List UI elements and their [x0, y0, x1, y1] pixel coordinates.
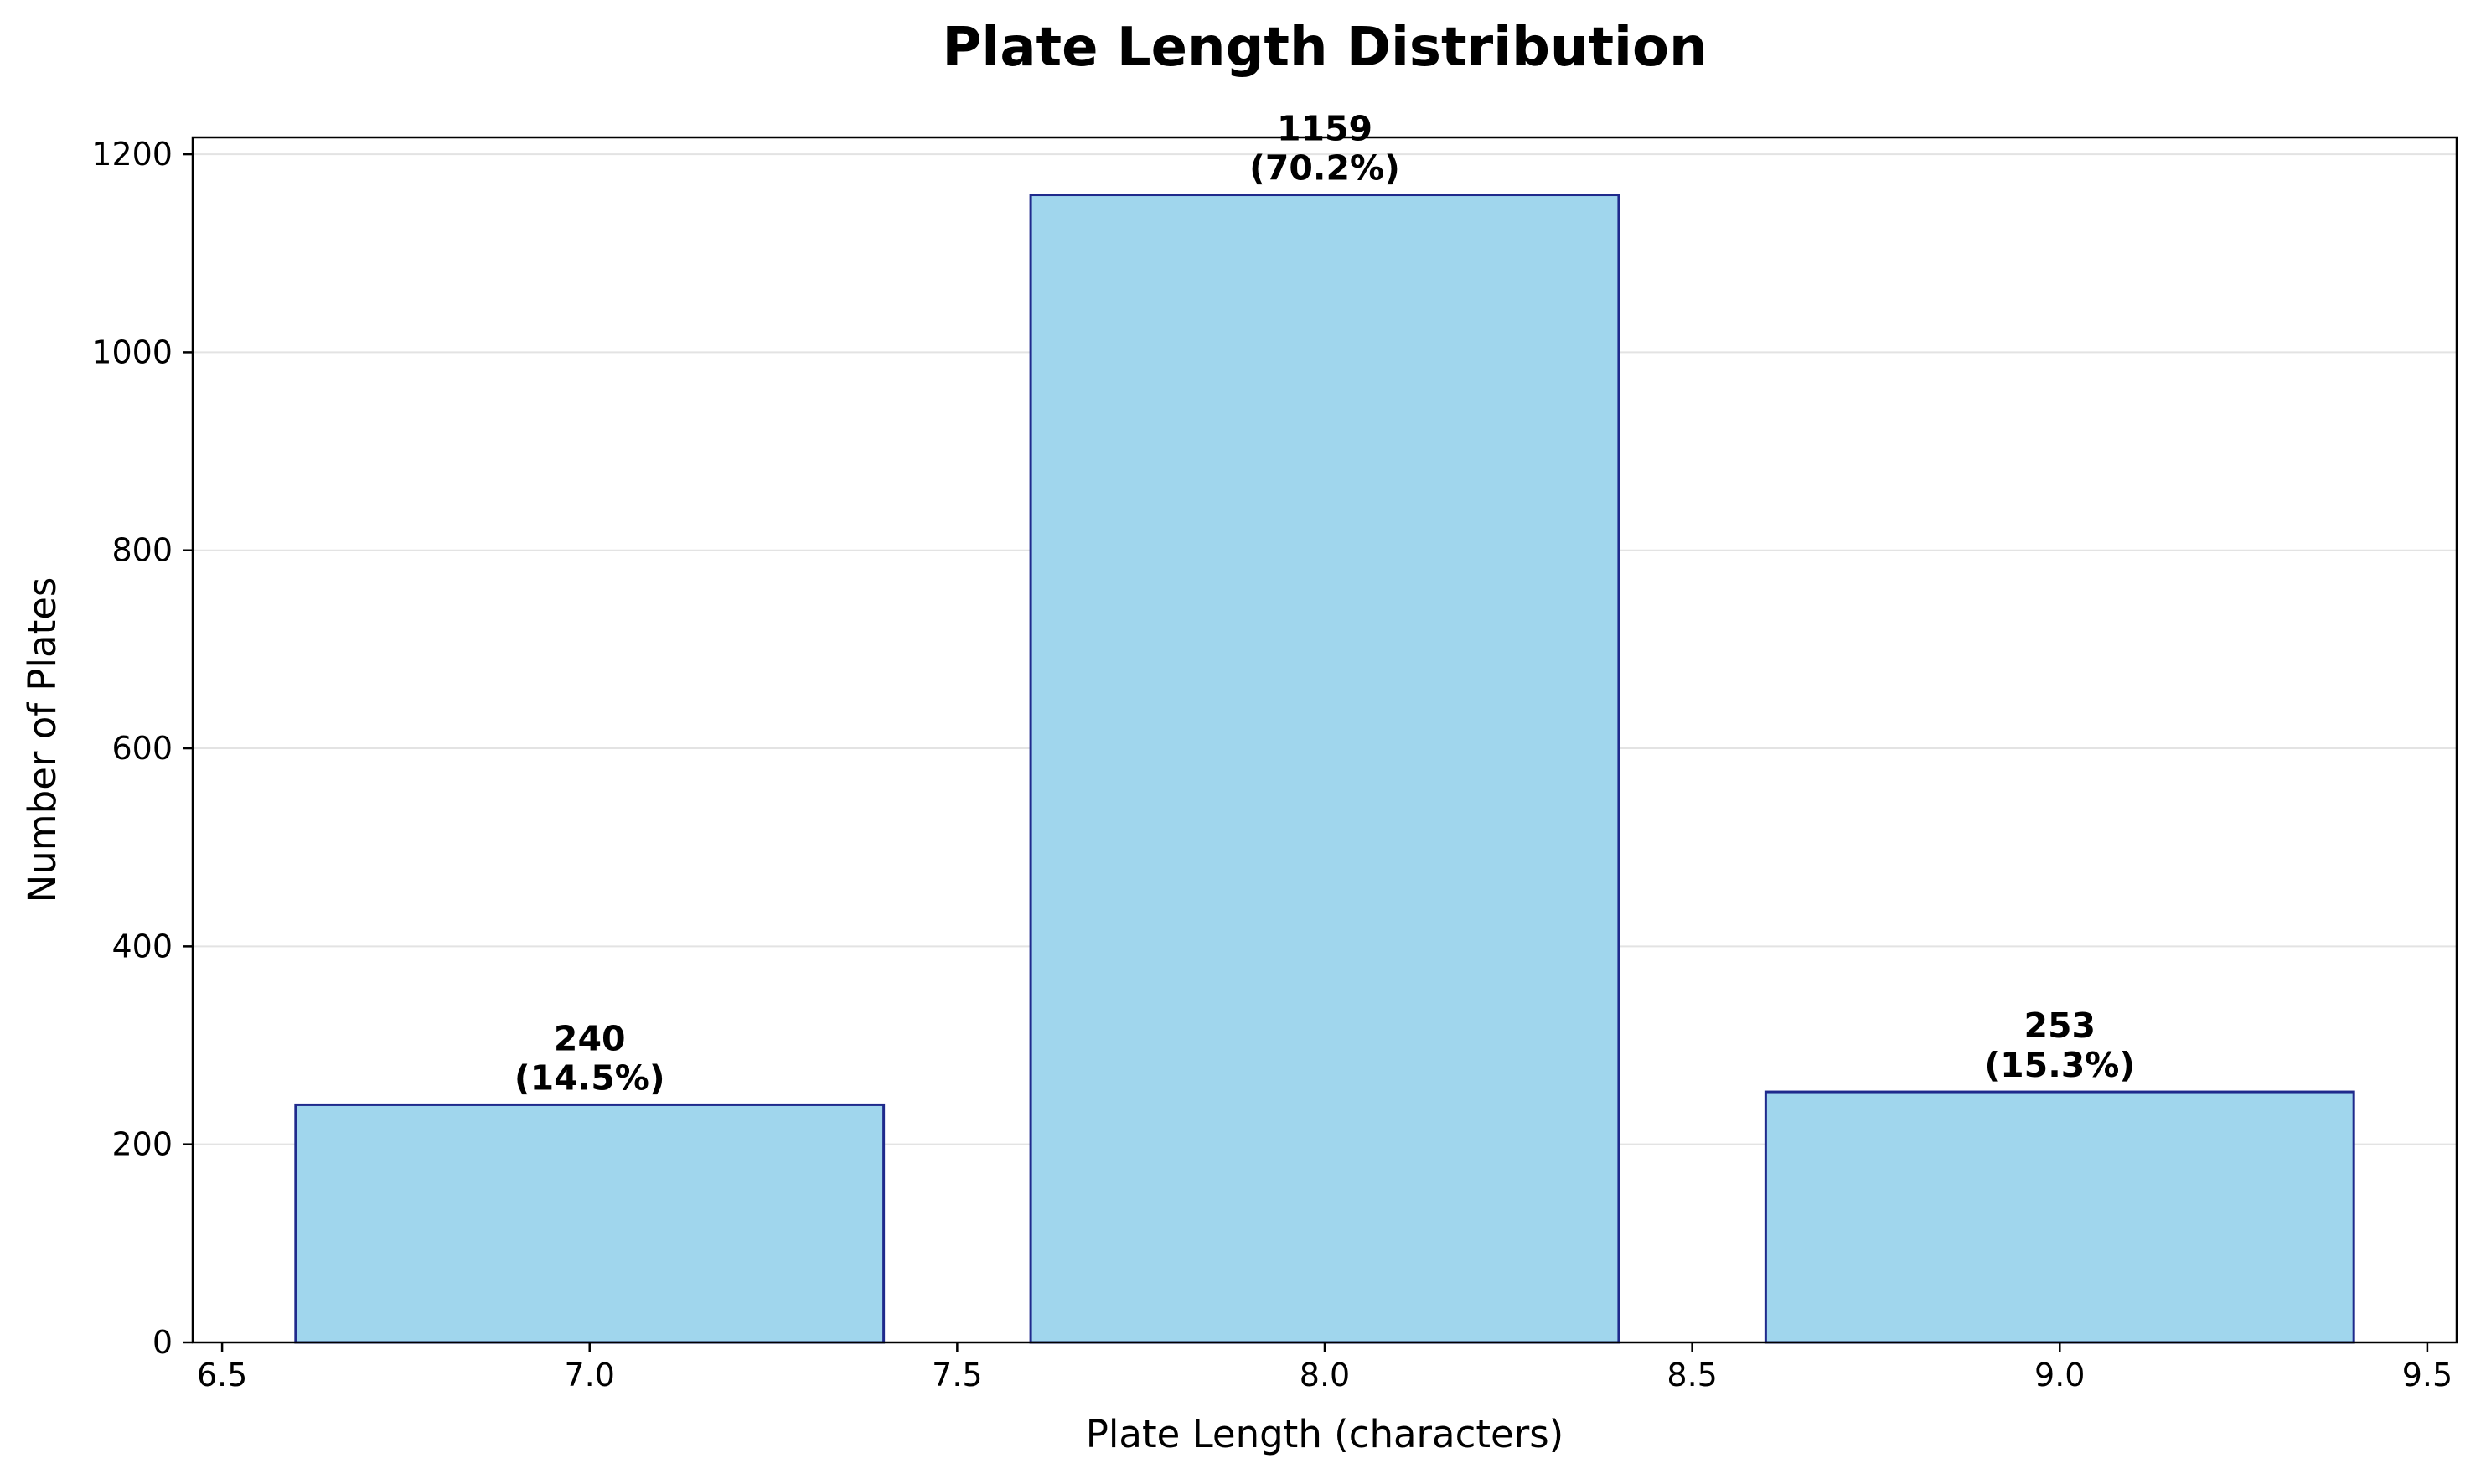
- x-tick-label: 8.5: [1667, 1357, 1717, 1394]
- y-tick-label: 400: [111, 928, 173, 964]
- bar-count-label: 240: [554, 1018, 626, 1058]
- y-tick-label: 0: [152, 1324, 173, 1361]
- bar-percent-label: (14.5%): [514, 1057, 665, 1098]
- y-tick-label: 1200: [91, 136, 173, 173]
- y-axis-label: Number of Plates: [20, 577, 65, 903]
- bars: [294, 194, 2355, 1344]
- x-tick-label: 8.0: [1300, 1357, 1350, 1394]
- axis-ticks: 6.5 7.0 7.5 8.0 8.5 9.0 9.5 0 200 400 600 800 1000 12…: [91, 136, 2453, 1394]
- x-tick-label: 7.5: [932, 1357, 982, 1394]
- y-tick-label: 800: [111, 532, 173, 569]
- bar-data-labels: (14.5%)240 (70.2%)1159 (15.3%)253: [514, 109, 2135, 1099]
- y-tick-label: 600: [111, 730, 173, 767]
- x-tick-label: 7.0: [565, 1357, 615, 1394]
- bar: [294, 1103, 886, 1344]
- bar-count-label: 253: [2024, 1006, 2096, 1046]
- x-tick-label: 9.0: [2034, 1357, 2085, 1394]
- x-axis-label: Plate Length (characters): [1086, 1412, 1564, 1456]
- chart-title: Plate Length Distribution: [943, 17, 1708, 79]
- bar: [1029, 194, 1620, 1344]
- x-tick-label: 9.5: [2402, 1357, 2453, 1394]
- y-tick-label: 1000: [91, 334, 173, 370]
- y-tick-label: 200: [111, 1126, 173, 1163]
- bar: [1764, 1090, 2355, 1344]
- x-tick-label: 6.5: [197, 1357, 247, 1394]
- bar-percent-label: (15.3%): [1984, 1045, 2135, 1085]
- bar-count-label: 1159: [1277, 109, 1372, 149]
- bar-percent-label: (70.2%): [1249, 148, 1400, 189]
